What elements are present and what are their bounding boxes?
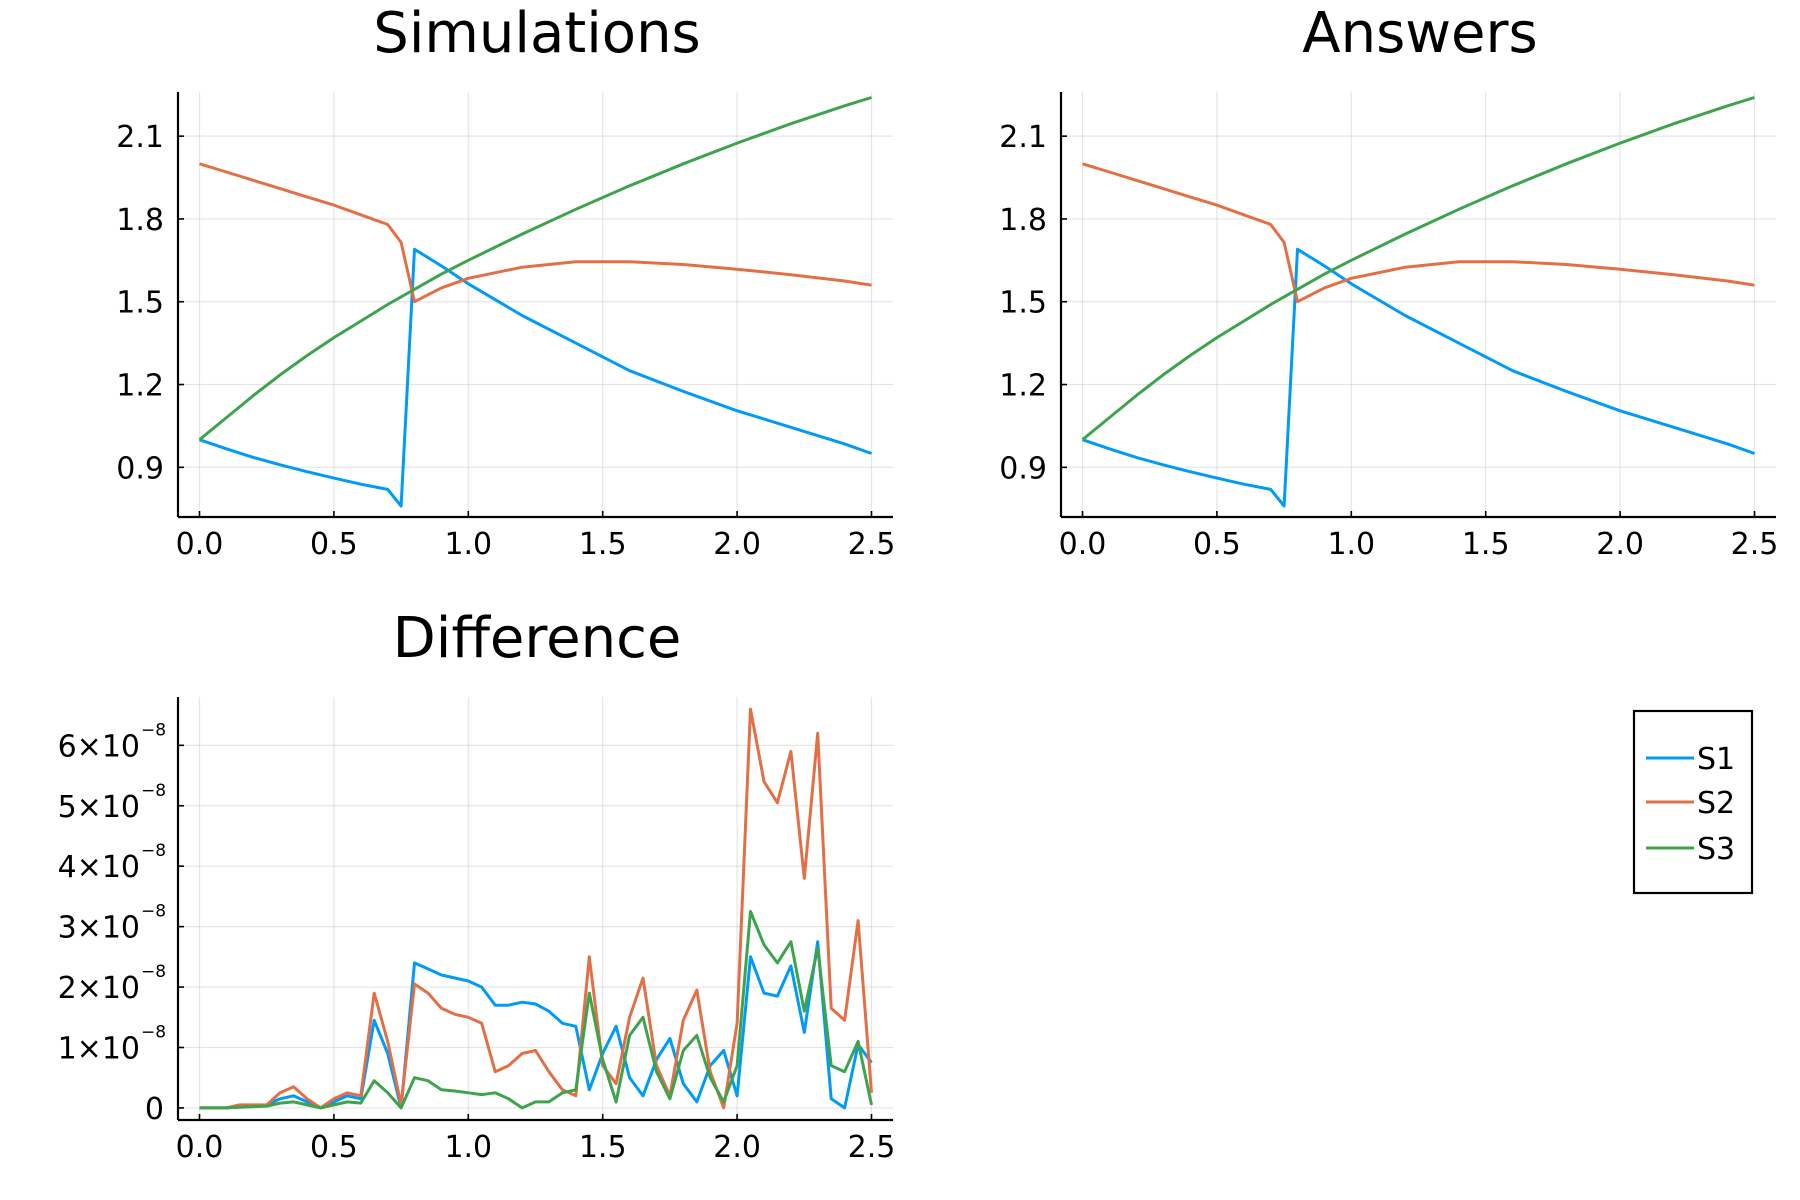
legend-label-s2: S2	[1697, 786, 1735, 821]
simulations-series-s1	[199, 247, 873, 508]
difference-series-s3	[199, 910, 873, 1110]
difference-ytick-label-0: 0	[145, 1092, 164, 1127]
answers-ytick-label-3: 1.8	[999, 203, 1047, 238]
simulations-ytick-label-1: 1.2	[116, 369, 164, 404]
difference-ytick-label-6: 6×10	[58, 729, 140, 764]
difference-ytick-label-3: 3×10	[58, 911, 140, 946]
difference-xtick-label-5: 2.5	[848, 1130, 896, 1165]
answers-xtick-label-2: 1.0	[1327, 527, 1375, 562]
difference-xtick-label-3: 1.5	[579, 1130, 627, 1165]
difference-panel: Difference 0.0 0.5 1.0 1.5 2.0 2.501×10 −82×10…	[58, 606, 896, 1165]
answers-xtick-label-1: 0.5	[1193, 527, 1241, 562]
legend-label-s1: S1	[1697, 742, 1735, 777]
difference-ytick-exponent-3: −8	[141, 902, 166, 922]
legend-label-s3: S3	[1697, 832, 1735, 867]
difference-ytick-label-1: 1×10	[58, 1031, 140, 1066]
difference-ytick-exponent-6: −8	[141, 720, 166, 740]
answers-ytick-label-0: 0.9	[999, 451, 1047, 486]
difference-ytick-label-5: 5×10	[58, 790, 140, 825]
answers-series-s3	[1081, 96, 1755, 441]
difference-xtick-label-2: 1.0	[444, 1130, 492, 1165]
answers-panel: Answers 0.0 0.5 1.0 1.5 2.0 2.5 0.9 1.2 1.5 1.8 2.…	[999, 1, 1778, 562]
simulations-ytick-label-3: 1.8	[116, 203, 164, 238]
answers-xtick-label-5: 2.5	[1731, 527, 1779, 562]
answers-title: Answers	[1302, 1, 1537, 66]
legend: S1 S2 S3	[1632, 709, 1754, 895]
answers-series-s1	[1082, 247, 1756, 508]
difference-ytick-exponent-2: −8	[141, 962, 166, 982]
answers-ytick-label-1: 1.2	[999, 369, 1047, 404]
difference-ytick-exponent-5: −8	[141, 781, 166, 801]
difference-xtick-label-0: 0.0	[176, 1130, 224, 1165]
difference-xtick-label-1: 0.5	[310, 1130, 358, 1165]
difference-ytick-exponent-1: −8	[141, 1022, 166, 1042]
difference-series-s1	[199, 940, 873, 1110]
simulations-xtick-label-5: 2.5	[848, 527, 896, 562]
simulations-ytick-label-2: 1.5	[116, 286, 164, 321]
answers-ytick-label-2: 1.5	[999, 286, 1047, 321]
simulations-xtick-label-2: 1.0	[444, 527, 492, 562]
simulations-xtick-label-0: 0.0	[176, 527, 224, 562]
simulations-ytick-label-0: 0.9	[116, 451, 164, 486]
simulations-panel: Simulations 0.0 0.5 1.0 1.5 2.0 2.5 0.9 1.2 1.5 1…	[116, 1, 895, 562]
difference-xtick-label-4: 2.0	[713, 1130, 761, 1165]
difference-title: Difference	[393, 606, 682, 671]
difference-series-s2	[199, 707, 873, 1110]
simulations-ytick-label-4: 2.1	[116, 120, 164, 155]
answers-series-s2	[1082, 162, 1755, 304]
simulations-xtick-label-1: 0.5	[310, 527, 358, 562]
answers-xtick-label-4: 2.0	[1596, 527, 1644, 562]
answers-xtick-label-3: 1.5	[1462, 527, 1510, 562]
simulations-series-s2	[199, 162, 872, 304]
difference-ytick-label-2: 2×10	[58, 971, 140, 1006]
simulations-xtick-label-4: 2.0	[713, 527, 761, 562]
difference-ytick-exponent-4: −8	[141, 841, 166, 861]
answers-ytick-label-4: 2.1	[999, 120, 1047, 155]
simulations-series-s3	[198, 96, 872, 441]
simulations-title: Simulations	[373, 1, 700, 66]
simulations-xtick-label-3: 1.5	[579, 527, 627, 562]
difference-ytick-label-4: 4×10	[58, 850, 140, 885]
answers-xtick-label-0: 0.0	[1059, 527, 1107, 562]
